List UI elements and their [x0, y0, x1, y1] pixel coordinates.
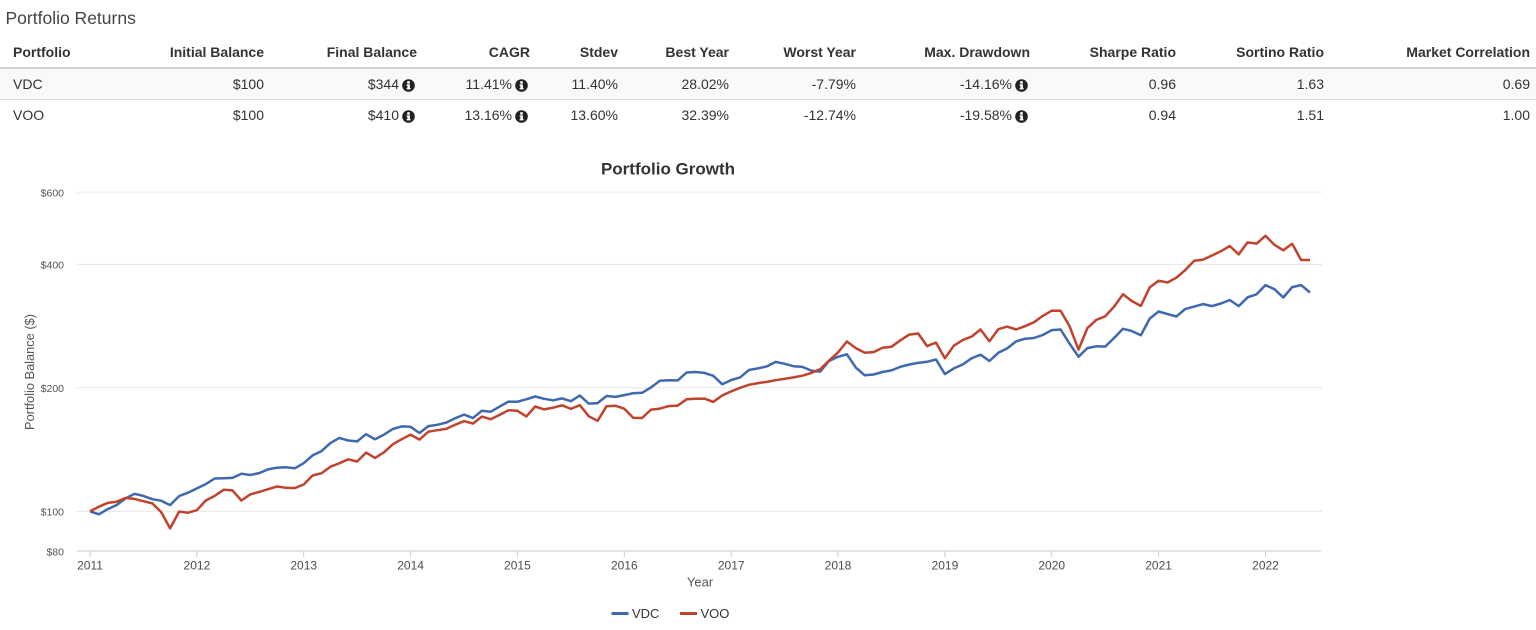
svg-text:$100: $100	[41, 507, 65, 519]
svg-text:Portfolio Growth: Portfolio Growth	[601, 160, 735, 179]
svg-text:2019: 2019	[932, 559, 959, 573]
svg-text:Year: Year	[687, 575, 714, 590]
svg-text:2013: 2013	[290, 559, 317, 573]
svg-text:$400: $400	[41, 260, 65, 272]
svg-text:$600: $600	[41, 187, 65, 199]
svg-text:2015: 2015	[504, 559, 531, 573]
svg-text:2011: 2011	[77, 559, 103, 573]
svg-text:2018: 2018	[825, 559, 852, 573]
svg-text:2022: 2022	[1252, 559, 1279, 573]
svg-text:VDC: VDC	[632, 606, 659, 621]
svg-text:2017: 2017	[718, 559, 745, 573]
svg-text:2014: 2014	[397, 559, 424, 573]
svg-text:VOO: VOO	[701, 606, 730, 621]
svg-text:$80: $80	[46, 546, 64, 558]
svg-text:Portfolio Balance ($): Portfolio Balance ($)	[22, 314, 37, 430]
svg-text:$200: $200	[41, 383, 65, 395]
svg-text:2016: 2016	[611, 559, 638, 573]
svg-text:2021: 2021	[1145, 559, 1172, 573]
svg-text:2012: 2012	[184, 559, 211, 573]
svg-text:2020: 2020	[1038, 559, 1065, 573]
